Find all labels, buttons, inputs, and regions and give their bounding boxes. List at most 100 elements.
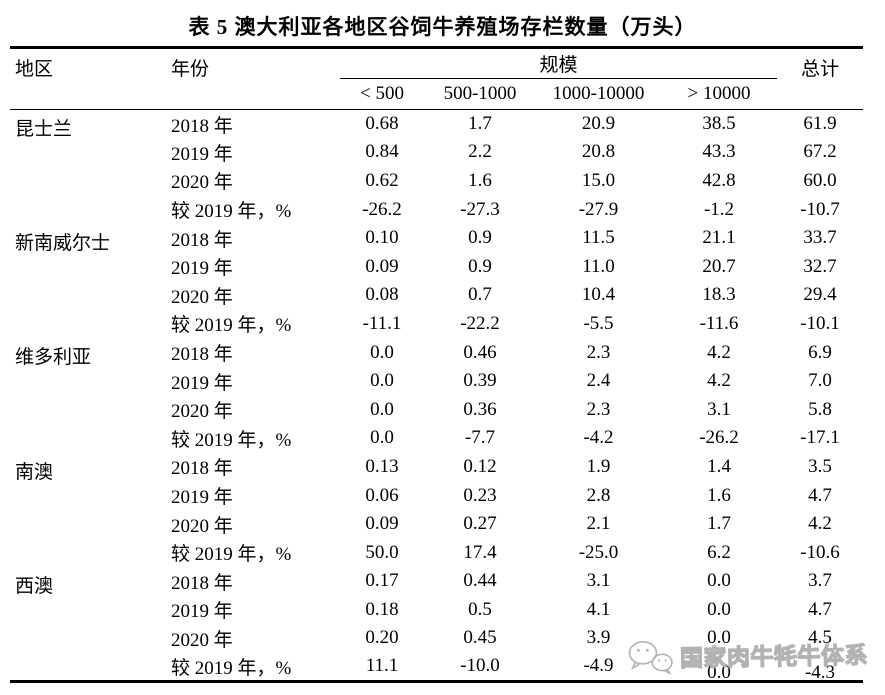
value-cell: 0.0	[370, 427, 394, 449]
total-cell: 33.7	[803, 227, 837, 249]
table-title: 表 5 澳大利亚各地区谷饲牛养殖场存栏数量（万头）	[188, 15, 697, 39]
year-cell: 较 2019 年，%	[171, 657, 292, 679]
table-row: 较 2019 年，% -11.1 -22.2 -5.5 -11.6 -10.1	[10, 310, 863, 339]
table-row: 2019 年 0.18 0.5 4.1 0.0 4.7	[10, 596, 863, 625]
table-row: 维多利亚 2018 年 0.0 0.46 2.3 4.2 6.9	[10, 338, 863, 369]
value-cell: 0.09	[365, 513, 399, 535]
year-cell: 2020 年	[171, 401, 233, 423]
table-row: 较 2019 年，% 0.0 -7.7 -4.2 -26.2 -17.1	[10, 424, 863, 453]
value-cell: 20.7	[702, 255, 736, 277]
value-cell: 0.45	[463, 627, 497, 649]
total-cell: 4.7	[808, 484, 832, 506]
value-cell: 17.4	[463, 541, 497, 563]
header-row-main: 地区 年份 规模 总计	[10, 47, 864, 110]
total-cell: -17.1	[800, 427, 840, 449]
value-cell: 38.5	[702, 113, 736, 135]
value-cell: 0.7	[468, 284, 492, 306]
value-cell: 0.44	[463, 570, 497, 592]
table-row: 2019 年 0.84 2.2 20.8 43.3 67.2	[10, 138, 863, 167]
region-cell: 南澳	[15, 461, 54, 483]
year-cell: 2019 年	[171, 372, 233, 394]
value-cell: 2.4	[586, 370, 611, 392]
value-cell: 0.0	[707, 627, 731, 649]
year-cell: 2019 年	[171, 143, 233, 165]
column-header-scale: 规模	[340, 47, 778, 79]
total-cell: -4.3	[804, 662, 836, 684]
year-cell: 2019 年	[171, 258, 233, 280]
value-cell: 0.62	[365, 169, 399, 191]
value-cell: 1.6	[468, 169, 492, 191]
table-row: 较 2019 年，% 50.0 17.4 -25.0 6.2 -10.6	[10, 538, 863, 567]
value-cell: 0.0	[370, 341, 394, 363]
total-cell: 7.0	[808, 370, 832, 392]
region-cell: 维多利亚	[15, 347, 92, 369]
value-cell: 0.08	[365, 284, 399, 306]
column-header-scale-4: > 10000	[661, 78, 778, 110]
value-cell: 3.9	[586, 627, 611, 649]
region-cell: 新南威尔士	[15, 232, 111, 254]
value-cell: -26.2	[699, 427, 739, 449]
value-cell: 4.1	[586, 598, 611, 620]
year-cell: 2020 年	[171, 172, 233, 194]
column-header-year: 年份	[160, 47, 340, 110]
year-cell: 2018 年	[171, 344, 233, 366]
value-cell: 0.39	[463, 370, 497, 392]
value-cell: 43.3	[702, 141, 736, 163]
total-cell: 3.7	[808, 570, 832, 592]
column-header-scale-2: 500-1000	[424, 78, 536, 110]
value-cell: -5.5	[583, 312, 614, 334]
region-cell: 西澳	[15, 576, 54, 597]
value-cell: 1.9	[586, 455, 611, 477]
table-row: 2020 年 0.62 1.6 15.0 42.8 60.0	[10, 167, 863, 196]
table-row: 较 2019 年，% -26.2 -27.3 -27.9 -1.2 -10.7	[10, 195, 863, 224]
year-cell: 2020 年	[171, 629, 233, 651]
value-cell: 0.20	[365, 627, 399, 649]
value-cell: 0.84	[365, 141, 399, 163]
column-header-scale-3: 1000-10000	[536, 78, 661, 110]
year-cell: 较 2019 年，%	[171, 544, 292, 566]
year-cell: 2018 年	[171, 115, 233, 137]
value-cell: 1.4	[707, 455, 731, 477]
value-cell: -26.2	[362, 198, 402, 220]
value-cell: 0.36	[463, 398, 497, 420]
value-cell: 0.0	[370, 370, 394, 392]
value-cell: 0.23	[463, 484, 497, 506]
table-row: 2020 年 0.08 0.7 10.4 18.3 29.4	[10, 281, 863, 310]
year-cell: 较 2019 年，%	[171, 429, 292, 451]
column-header-region: 地区	[10, 47, 160, 110]
total-cell: 4.5	[808, 627, 832, 649]
value-cell: 0.17	[365, 570, 399, 592]
value-cell: 6.2	[707, 541, 731, 563]
value-cell: 0.9	[468, 227, 492, 249]
value-cell: 11.5	[582, 227, 615, 249]
data-table: 地区 年份 规模 总计 < 500 500-1000 1000-10000 > …	[10, 46, 864, 683]
value-cell: 42.8	[702, 169, 736, 191]
value-cell: 11.1	[365, 655, 399, 677]
table-row: 2019 年 0.09 0.9 11.0 20.7 32.7	[10, 252, 863, 281]
value-cell: 20.8	[581, 141, 616, 163]
value-cell: 0.12	[463, 455, 497, 477]
column-header-total: 总计	[777, 47, 864, 110]
value-cell: 21.1	[702, 227, 736, 249]
year-cell: 2018 年	[171, 458, 233, 480]
value-cell: 0.13	[365, 455, 399, 477]
value-cell: 0.0	[707, 662, 731, 684]
table-row: 2020 年 0.20 0.45 3.9 0.0 4.5	[10, 624, 863, 653]
value-cell: 0.27	[463, 513, 497, 535]
value-cell: 0.09	[365, 255, 399, 277]
total-cell: 4.7	[808, 598, 832, 620]
value-cell: 3.1	[586, 570, 611, 592]
value-cell: 2.8	[586, 484, 611, 506]
value-cell: 0.0	[370, 398, 394, 420]
value-cell: -27.9	[578, 198, 619, 220]
value-cell: 0.9	[468, 255, 492, 277]
total-cell: -10.1	[800, 312, 840, 334]
value-cell: -1.2	[703, 198, 735, 220]
value-cell: 0.10	[365, 227, 399, 249]
year-cell: 2019 年	[171, 487, 233, 509]
value-cell: 2.2	[468, 141, 492, 163]
value-cell: -27.3	[460, 198, 500, 220]
value-cell: 0.46	[463, 341, 497, 363]
value-cell: 11.0	[582, 255, 615, 277]
total-cell: 4.2	[808, 513, 832, 535]
